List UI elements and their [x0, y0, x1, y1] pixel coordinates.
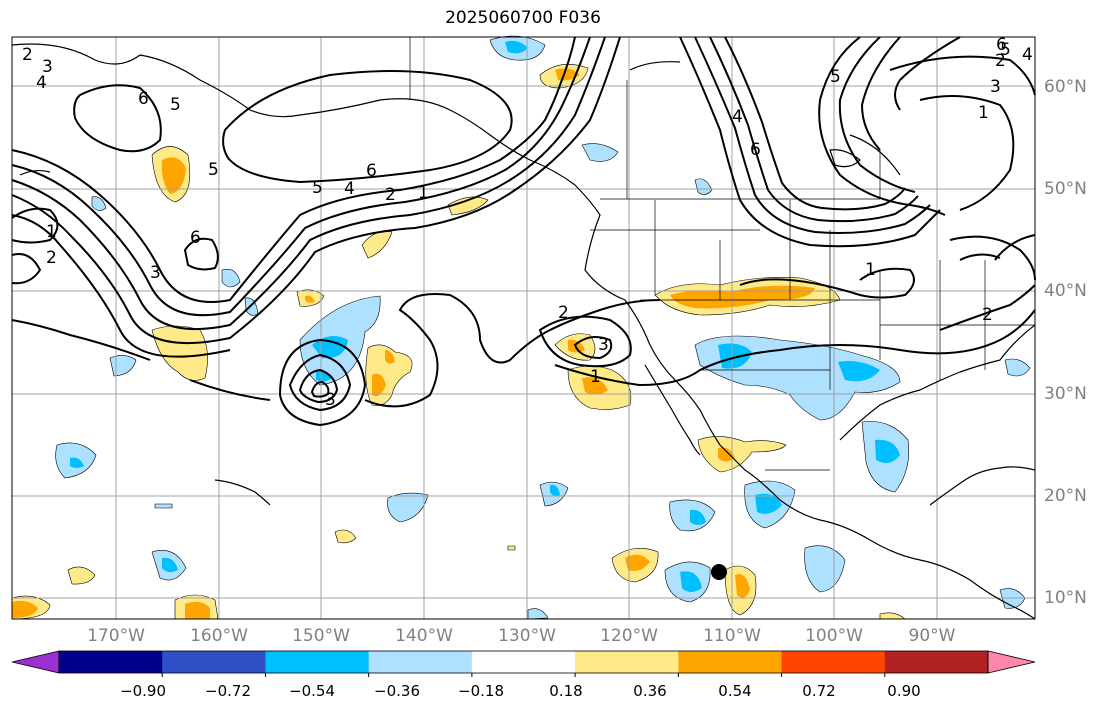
colorbar-segment [678, 651, 783, 673]
contour-label: 6 [996, 35, 1007, 55]
contour-label: 5 [208, 160, 219, 180]
colorbar-segment [471, 651, 576, 673]
colorbar [11, 650, 1036, 677]
contour-lines [11, 36, 1036, 427]
colorbar-tick-label: 0.72 [802, 682, 836, 700]
colorbar-tick-label: 0.90 [887, 682, 921, 700]
lon-label: 160°W [190, 626, 248, 646]
lat-label: 20°N [1044, 486, 1087, 506]
colorbar-tick-label: −0.18 [458, 682, 504, 700]
contour-label: 6 [366, 161, 377, 181]
contour-label: 2 [385, 185, 396, 205]
contour-label: 5 [170, 95, 181, 115]
contour-label: 1 [590, 367, 601, 387]
contour-label: 2 [982, 305, 993, 325]
contour-label: 5 [312, 178, 323, 198]
lon-label: 170°W [87, 626, 145, 646]
colorbar-segment [368, 651, 473, 673]
map-area: 2 3 4 5 6 6 5 4 2 1 6 5 1 2 3 3 1 2 3 6 … [11, 35, 1036, 620]
colorbar-segment [162, 651, 266, 673]
contour-label: 3 [150, 263, 161, 283]
colorbar-segment [59, 651, 163, 673]
contour-label: 2 [46, 248, 57, 268]
contour-labels: 2 3 4 5 6 6 5 4 2 1 6 5 1 2 3 3 1 2 3 6 … [22, 35, 1033, 410]
contour-label: 6 [190, 228, 201, 248]
contour-label: 2 [22, 45, 33, 65]
storm-marker [711, 564, 727, 580]
lon-label: 130°W [498, 626, 556, 646]
coastlines [11, 43, 1036, 620]
positive-anomaly-shading [11, 63, 906, 620]
contour-label: 6 [750, 140, 761, 160]
contour-label: 4 [1022, 45, 1033, 65]
colorbar-segment [575, 651, 679, 673]
lon-label: 140°W [395, 626, 453, 646]
lon-label: 90°W [908, 626, 956, 646]
lon-label: 110°W [703, 626, 761, 646]
colorbar-extend-high [987, 650, 1036, 674]
contour-label: 1 [978, 103, 989, 123]
contour-label: 3 [325, 390, 336, 410]
contour-label: 4 [36, 73, 47, 93]
colorbar-tick-label: 0.54 [718, 682, 752, 700]
lon-label: 100°W [805, 626, 863, 646]
colorbar-outline [58, 650, 989, 674]
contour-label: 4 [344, 179, 355, 199]
contour-label: 5 [830, 67, 841, 87]
political-borders [409, 37, 1035, 471]
lat-label: 30°N [1044, 384, 1087, 404]
contour-label: 1 [46, 222, 57, 242]
colorbar-tick-label: −0.54 [289, 682, 335, 700]
colorbar-tick-label: 0.18 [549, 682, 583, 700]
colorbar-tick-label: −0.90 [120, 682, 166, 700]
contour-label: 6 [138, 89, 149, 109]
contour-label: 1 [418, 183, 429, 203]
colorbar-segment [884, 651, 989, 673]
contour-label: 1 [865, 260, 876, 280]
contour-label: 4 [732, 107, 743, 127]
colorbar-tick-label: −0.36 [374, 682, 420, 700]
colorbar-segment [265, 651, 370, 673]
lon-label: 120°W [600, 626, 658, 646]
contour-label: 3 [990, 77, 1001, 97]
contour-label: 2 [558, 303, 569, 323]
colorbar-tick-label: 0.36 [633, 682, 667, 700]
lat-label: 50°N [1044, 179, 1087, 199]
contour-label: 5 [1000, 40, 1011, 60]
lat-label: 10°N [1044, 588, 1087, 608]
colorbar-segment [781, 651, 886, 673]
negative-anomaly-shading [55, 35, 1031, 620]
lon-label: 150°W [292, 626, 350, 646]
lat-label: 60°N [1044, 77, 1087, 97]
contour-label: 3 [42, 57, 53, 77]
lat-label: 40°N [1044, 281, 1087, 301]
map-title: 2025060700 F036 [445, 8, 601, 28]
colorbar-extend-low [11, 650, 60, 674]
contour-label: 3 [598, 335, 609, 355]
colorbar-tick-label: −0.72 [205, 682, 251, 700]
contour-label: 2 [995, 51, 1006, 71]
